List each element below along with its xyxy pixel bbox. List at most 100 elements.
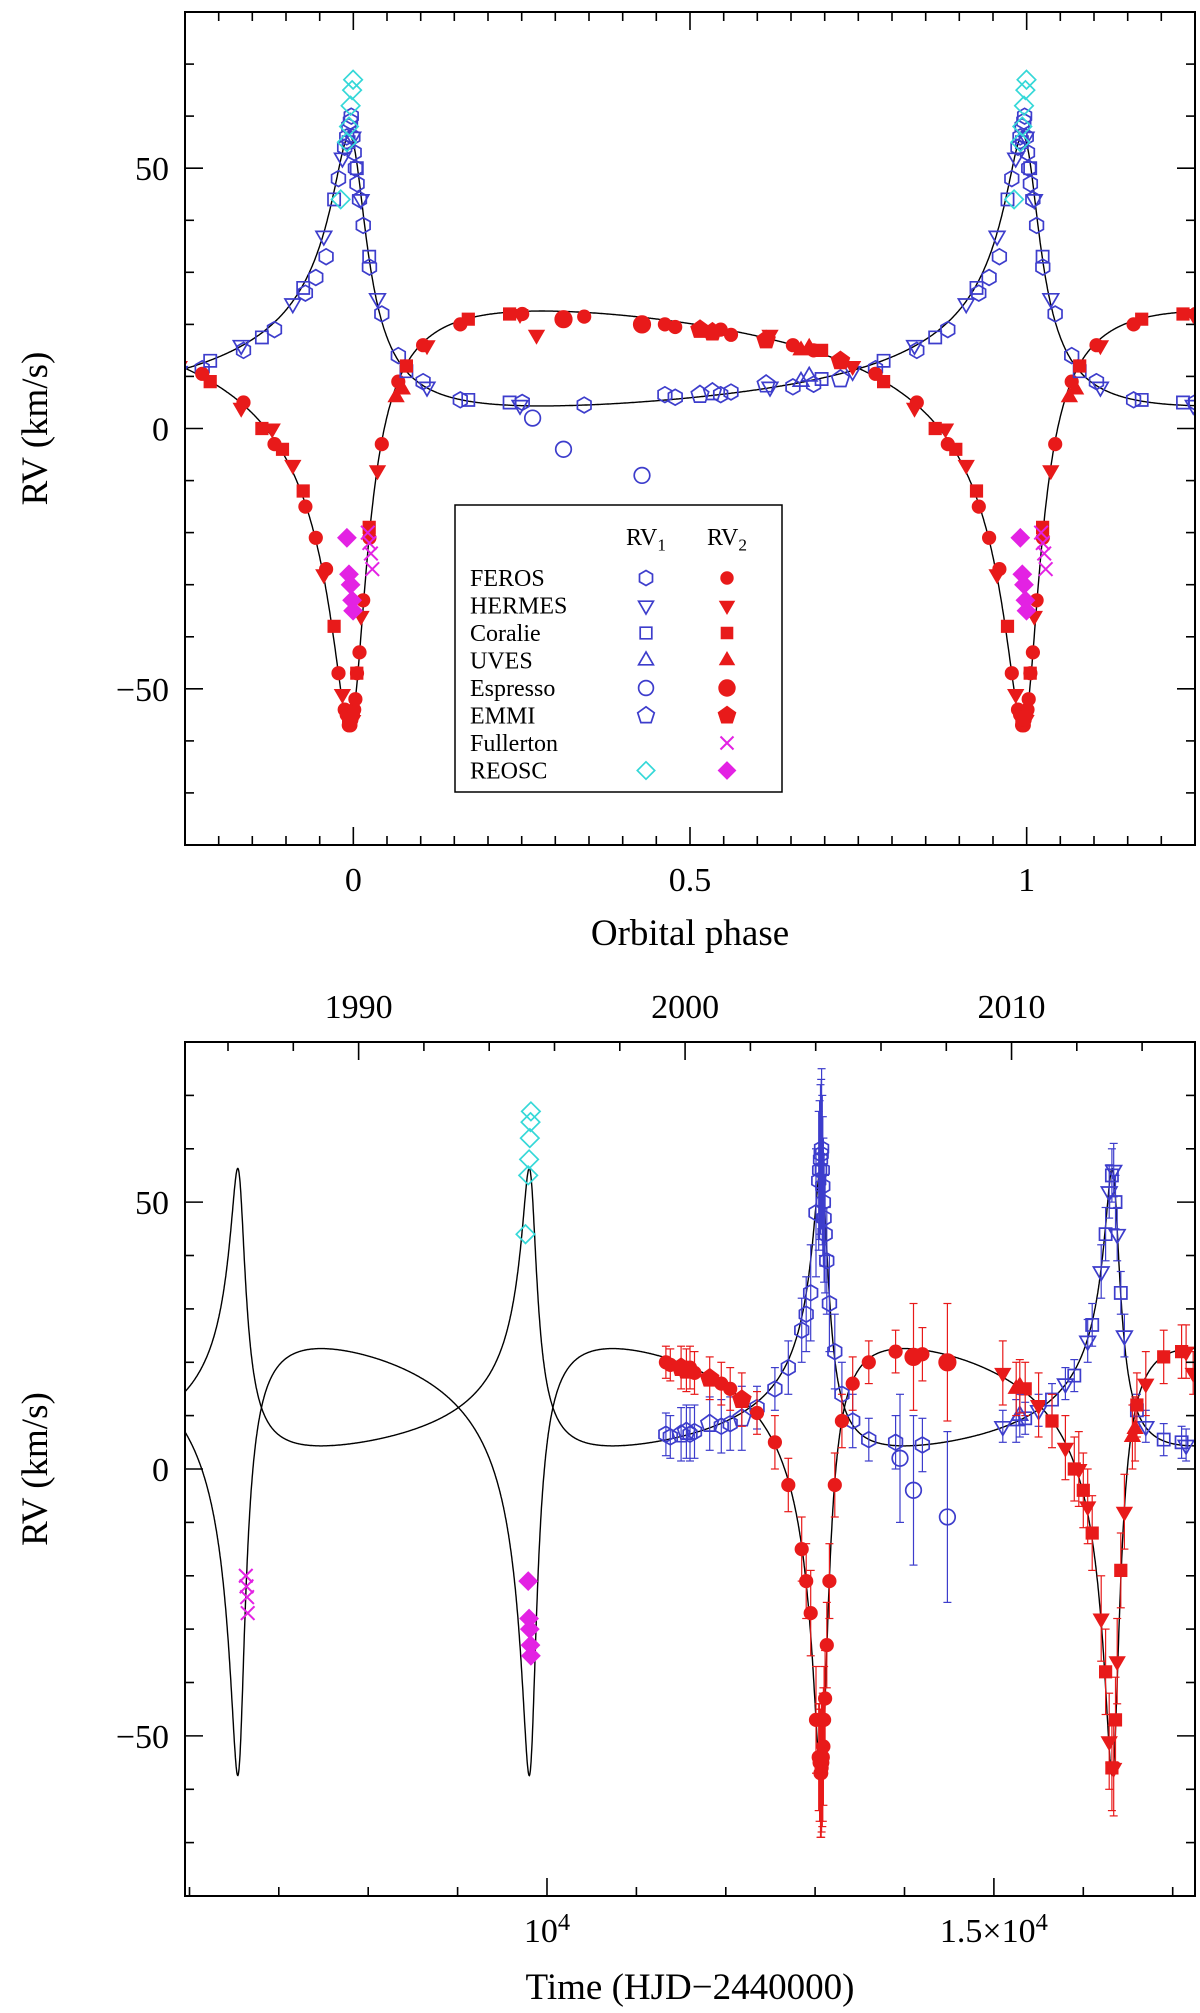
data-point: [794, 1542, 809, 1557]
data-point: [940, 320, 956, 339]
data-point: [718, 600, 736, 615]
data-point: [331, 666, 346, 681]
data-point: [390, 346, 407, 365]
data-point: [667, 388, 683, 407]
data-point: [308, 530, 323, 545]
x-tick-label: 0.5: [669, 862, 712, 899]
data-point: [938, 1353, 957, 1372]
data-point: [338, 116, 360, 137]
data-point: [712, 385, 729, 404]
data-point: [1105, 1761, 1119, 1775]
x-tick-label: 1: [1018, 862, 1035, 899]
data-point: [713, 1417, 729, 1436]
data-point: [723, 1381, 738, 1397]
legend-label-uves: UVES: [470, 649, 533, 675]
data-point: [819, 1638, 834, 1653]
data-point: [877, 375, 891, 389]
x-tick-label: 1.5×104: [940, 1909, 1048, 1950]
data-point: [676, 1359, 697, 1379]
data-point: [1007, 689, 1025, 704]
data-point: [928, 330, 943, 345]
data-point: [815, 343, 829, 357]
data-point: [969, 280, 984, 295]
data-point: [861, 1430, 877, 1449]
data-point: [527, 329, 546, 345]
data-point: [686, 1422, 703, 1441]
data-point: [1045, 1392, 1059, 1407]
data-point: [690, 384, 710, 403]
data-point: [203, 375, 217, 389]
data-point: [821, 1294, 838, 1313]
data-point: [577, 309, 592, 324]
data-point: [520, 1100, 542, 1122]
data-point: [876, 353, 891, 368]
data-point: [330, 188, 352, 210]
points-coralie-rv2: [203, 307, 1190, 727]
data-point: [417, 381, 437, 398]
data-point: [308, 268, 324, 287]
data-point: [814, 372, 829, 386]
data-point: [1004, 666, 1019, 681]
data-point: [297, 284, 314, 302]
data-point: [988, 569, 1006, 585]
data-point: [636, 760, 656, 781]
year-tick-label: 2000: [651, 989, 719, 1026]
y-tick-label: 0: [152, 1452, 169, 1489]
data-point: [957, 459, 975, 475]
data-point: [1016, 69, 1037, 91]
data-point: [1028, 216, 1045, 235]
data-point: [350, 666, 364, 680]
data-point: [834, 1413, 850, 1429]
data-point: [1115, 1330, 1134, 1347]
data-point: [636, 705, 656, 724]
data-point: [352, 645, 367, 660]
data-point: [949, 442, 963, 456]
data-point: [1184, 1367, 1195, 1383]
data-point: [1157, 1350, 1171, 1364]
data-point: [1126, 1419, 1144, 1434]
data-point: [351, 194, 371, 211]
data-point: [1175, 1345, 1189, 1359]
x-axis-title: Time (HJD−2440000): [526, 1967, 855, 2008]
data-point: [637, 650, 655, 666]
data-point: [1042, 465, 1060, 481]
data-point: [1107, 1228, 1127, 1245]
points-fullerton-rv2: [360, 525, 1054, 577]
data-point: [1156, 1432, 1171, 1447]
data-point: [1064, 346, 1080, 365]
data-point: [1014, 79, 1036, 101]
data-point: [1079, 1501, 1097, 1517]
y-tick-label: −50: [116, 1719, 169, 1756]
x-axis-title: Orbital phase: [591, 913, 789, 954]
data-point: [296, 280, 311, 295]
data-point: [719, 735, 735, 751]
data-point: [368, 465, 387, 481]
data-point: [749, 1405, 765, 1421]
data-point: [461, 392, 476, 407]
data-point: [1099, 1665, 1113, 1679]
data-point: [1004, 169, 1020, 188]
data-point: [502, 395, 517, 410]
data-point: [1137, 1378, 1155, 1394]
legend-label-fullerton: Fullerton: [470, 731, 558, 757]
data-point: [1113, 1285, 1128, 1300]
data-point: [971, 284, 987, 302]
data-point: [1023, 666, 1037, 680]
data-point: [342, 713, 356, 727]
data-point: [364, 561, 380, 577]
points-fullerton-rv2: [238, 1568, 256, 1621]
y-tick-label: 50: [135, 1185, 169, 1222]
legend-label-feros: FEROS: [470, 566, 545, 592]
data-point: [336, 527, 357, 548]
data-point: [827, 1342, 843, 1361]
data-point: [327, 619, 341, 633]
data-point: [817, 1225, 833, 1243]
points-emmi-rv2: [690, 319, 851, 370]
data-point: [904, 1481, 923, 1499]
data-point: [1176, 395, 1190, 410]
data-point: [633, 466, 651, 485]
data-point: [1085, 1317, 1100, 1332]
data-point: [1009, 131, 1031, 153]
data-point: [1015, 713, 1029, 727]
data-point: [340, 95, 362, 117]
